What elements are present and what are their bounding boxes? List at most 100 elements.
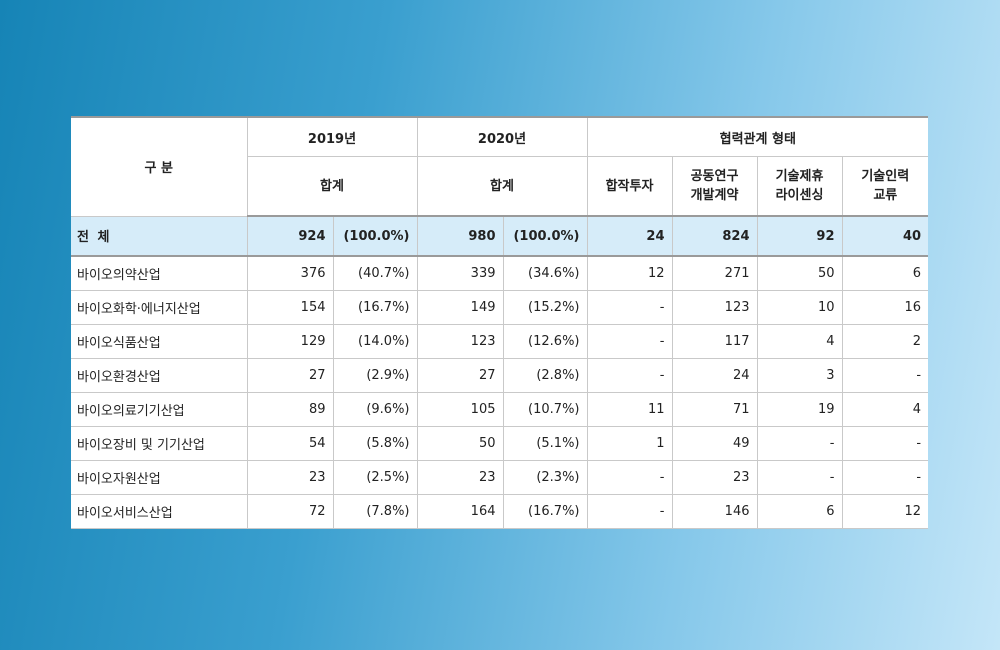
row-label: 전 체 — [71, 216, 248, 257]
cell-joint-venture: 11 — [586, 392, 673, 427]
cell-2019-percent: (14.0%) — [332, 324, 418, 359]
cell-2020-count: 23 — [416, 460, 504, 495]
year-2019-header: 2019년 — [246, 116, 418, 157]
cell-licensing: - — [756, 460, 843, 495]
sum-2020-header: 합계 — [416, 156, 588, 217]
cell-2020-count: 50 — [416, 426, 504, 461]
cell-licensing: 10 — [756, 290, 843, 325]
cell-joint-rnd: 824 — [671, 216, 758, 257]
table-container: 구 분 2019년 2020년 협력관계 형태 합계 합계 합작투자 공동연구 … — [71, 116, 929, 529]
row-label: 바이오자원산업 — [71, 460, 248, 495]
cell-2019-percent: (100.0%) — [332, 216, 418, 257]
joint-venture-header: 합작투자 — [586, 156, 673, 217]
cell-tech-exchange: - — [841, 460, 929, 495]
cell-joint-venture: - — [586, 494, 673, 529]
cell-joint-rnd: 24 — [671, 358, 758, 393]
year-2020-header: 2020년 — [416, 116, 588, 157]
cell-tech-exchange: 12 — [841, 494, 929, 529]
row-label: 바이오장비 및 기기산업 — [71, 426, 248, 461]
cell-2019-percent: (2.5%) — [332, 460, 418, 495]
cell-2020-count: 339 — [416, 256, 504, 291]
cell-2019-percent: (40.7%) — [332, 256, 418, 291]
row-label: 바이오서비스산업 — [71, 494, 248, 529]
cell-2020-percent: (100.0%) — [502, 216, 588, 257]
cell-2020-percent: (34.6%) — [502, 256, 588, 291]
cell-tech-exchange: 2 — [841, 324, 929, 359]
cell-joint-rnd: 123 — [671, 290, 758, 325]
cell-2019-percent: (9.6%) — [332, 392, 418, 427]
tech-exchange-header: 기술인력 교류 — [841, 156, 929, 217]
table-row: 바이오서비스산업 72 (7.8%) 164 (16.7%) -146 6 12 — [71, 494, 929, 529]
bio-cooperation-table: 구 분 2019년 2020년 협력관계 형태 합계 합계 합작투자 공동연구 … — [71, 116, 929, 529]
cell-2019-percent: (2.9%) — [332, 358, 418, 393]
row-label: 바이오환경산업 — [71, 358, 248, 393]
cell-2019-count: 54 — [246, 426, 334, 461]
cell-2020-percent: (2.3%) — [502, 460, 588, 495]
table-row: 바이오자원산업 23 (2.5%) 23 (2.3%) -23- - — [71, 460, 929, 495]
relation-type-header: 협력관계 형태 — [586, 116, 929, 157]
cell-licensing: - — [756, 426, 843, 461]
cell-2020-percent: (16.7%) — [502, 494, 588, 529]
total-row: 전 체 924 (100.0%) 980 (100.0%) 24 824 92 … — [71, 216, 929, 257]
cell-2020-count: 123 — [416, 324, 504, 359]
row-label: 바이오화학·에너지산업 — [71, 290, 248, 325]
table-row: 바이오의약산업 376 (40.7%) 339 (34.6%) 12 271 50 6 — [71, 256, 929, 291]
cell-joint-venture: 24 — [586, 216, 673, 257]
row-label: 바이오의약산업 — [71, 256, 248, 291]
cell-joint-venture: 12 — [586, 256, 673, 291]
cell-2020-count: 27 — [416, 358, 504, 393]
cell-2019-percent: (5.8%) — [332, 426, 418, 461]
row-label: 바이오식품산업 — [71, 324, 248, 359]
cell-joint-rnd: 49 — [671, 426, 758, 461]
cell-tech-exchange: - — [841, 358, 929, 393]
table-row: 바이오환경산업 27 (2.9%) 27 (2.8%) -24 3- — [71, 358, 929, 393]
cell-2020-count: 980 — [416, 216, 504, 257]
cell-2019-count: 154 — [246, 290, 334, 325]
cell-2019-count: 924 — [246, 216, 334, 257]
cell-licensing: 19 — [756, 392, 843, 427]
cell-2020-percent: (15.2%) — [502, 290, 588, 325]
sum-2019-header: 합계 — [247, 156, 418, 217]
cell-joint-venture: 1 — [586, 426, 673, 461]
cell-tech-exchange: 6 — [841, 256, 929, 291]
cell-joint-venture: - — [586, 460, 673, 495]
cell-joint-rnd: 146 — [671, 494, 758, 529]
cell-licensing: 50 — [756, 256, 843, 291]
cell-joint-venture: - — [586, 290, 673, 325]
cell-joint-rnd: 23 — [671, 460, 758, 495]
table-row: 바이오장비 및 기기산업 54 (5.8%) 50 (5.1%) 1 49- - — [71, 426, 929, 461]
cell-licensing: 4 — [756, 324, 843, 359]
cell-2019-percent: (7.8%) — [332, 494, 418, 529]
cell-joint-venture: - — [586, 324, 673, 359]
cell-tech-exchange: 4 — [841, 392, 929, 427]
cell-tech-exchange: 40 — [841, 216, 929, 257]
cell-2020-count: 105 — [416, 392, 504, 427]
cell-2019-count: 72 — [246, 494, 334, 529]
cell-licensing: 92 — [756, 216, 843, 257]
cell-licensing: 3 — [756, 358, 843, 393]
table-row: 바이오의료기기산업 89 (9.6%) 105 (10.7%) 11 71 19 4 — [71, 392, 929, 427]
licensing-header: 기술제휴 라이센싱 — [756, 156, 843, 217]
cell-joint-rnd: 71 — [671, 392, 758, 427]
cell-licensing: 6 — [756, 494, 843, 529]
cell-2020-percent: (2.8%) — [502, 358, 588, 393]
cell-2019-count: 23 — [246, 460, 334, 495]
cell-2019-count: 89 — [246, 392, 334, 427]
cell-2020-count: 164 — [416, 494, 504, 529]
cell-joint-rnd: 117 — [671, 324, 758, 359]
cell-joint-venture: - — [586, 358, 673, 393]
cell-2020-percent: (12.6%) — [502, 324, 588, 359]
joint-rnd-header: 공동연구 개발계약 — [671, 156, 758, 217]
cell-2019-count: 376 — [246, 256, 334, 291]
table-row: 바이오식품산업 129 (14.0%) 123 (12.6%) -117 4 2 — [71, 324, 929, 359]
row-label: 바이오의료기기산업 — [71, 392, 248, 427]
cell-joint-rnd: 271 — [671, 256, 758, 291]
cell-2019-count: 129 — [246, 324, 334, 359]
cell-tech-exchange: - — [841, 426, 929, 461]
cell-tech-exchange: 16 — [841, 290, 929, 325]
cell-2019-count: 27 — [246, 358, 334, 393]
cell-2019-percent: (16.7%) — [332, 290, 418, 325]
cell-2020-percent: (10.7%) — [502, 392, 588, 427]
cell-2020-percent: (5.1%) — [502, 426, 588, 461]
cell-2020-count: 149 — [416, 290, 504, 325]
